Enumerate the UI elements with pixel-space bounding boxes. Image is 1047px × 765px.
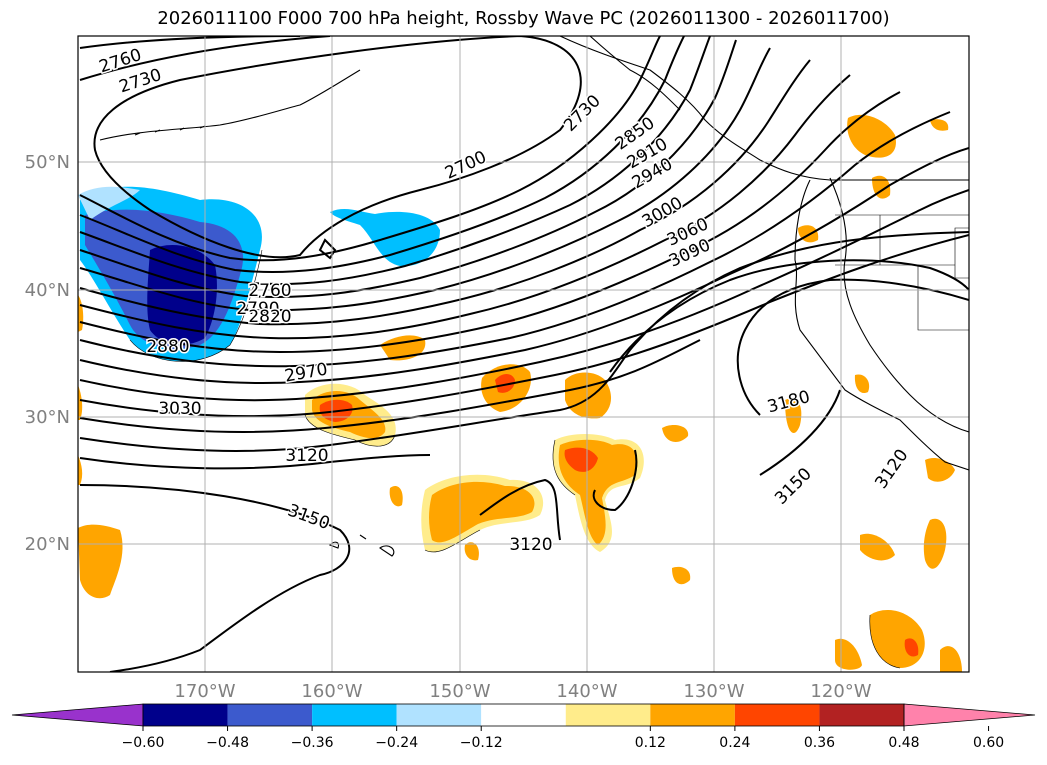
colorbar-cell (650, 704, 735, 726)
contour-label: 2790 (236, 299, 279, 319)
lon-label-140w: 140°W (556, 681, 617, 702)
contour-label: 2760 (248, 281, 291, 301)
colorbar-tick-label: −0.36 (291, 735, 334, 751)
colorbar-tick-label: −0.24 (375, 735, 418, 751)
colorbar-cell (734, 704, 820, 726)
map-title: 2026011100 F000 700 hPa height, Rossby W… (157, 8, 890, 29)
colorbar-tick-label: 0.24 (719, 735, 750, 751)
colorbar-tick-label: −0.60 (122, 735, 165, 751)
colorbar-min-extension (11, 703, 144, 727)
colorbar-tick-label: 0.36 (804, 735, 835, 751)
lat-label-30n: 30°N (25, 407, 70, 428)
colorbar-cell (481, 704, 566, 726)
colorbar-tick-label: −0.12 (460, 735, 503, 751)
contour-label: 3120 (509, 535, 552, 555)
contour-label: 3030 (158, 399, 201, 419)
map-frame (77, 35, 970, 673)
lon-label-150w: 150°W (429, 681, 490, 702)
contour-label: 2820 (248, 307, 291, 327)
lat-label-40n: 40°N (25, 280, 70, 301)
lon-label-160w: 160°W (301, 681, 362, 702)
colorbar-tick-label: 0.12 (635, 735, 666, 751)
colorbar-tick-label: 0.60 (973, 735, 1004, 751)
height-contours (79, 36, 969, 672)
colorbar-tick-label: 0.48 (888, 735, 919, 751)
positive-anomaly-shading (78, 114, 962, 672)
colorbar-cell (227, 704, 313, 726)
colorbar-cell (819, 704, 904, 726)
lon-label-170w: 170°W (174, 681, 235, 702)
graticule (78, 36, 969, 672)
contour-label: 3120 (285, 446, 328, 466)
colorbar-cell (396, 704, 482, 726)
contour-label: 2880 (146, 337, 189, 357)
colorbar: −0.60 −0.48 −0.36 −0.24 −0.12 0.12 0.24 0.36 0.4… (11, 703, 1036, 751)
colorbar-tick-label: −0.48 (206, 735, 249, 751)
lat-label-20n: 20°N (25, 534, 70, 555)
lat-label-50n: 50°N (25, 152, 70, 173)
lon-label-120w: 120°W (810, 681, 871, 702)
colorbar-frame (142, 703, 905, 727)
anomaly-outlines (129, 249, 901, 669)
map-background (78, 36, 969, 672)
lon-label-130w: 130°W (683, 681, 744, 702)
colorbar-cell (143, 704, 228, 726)
colorbar-cell (565, 704, 651, 726)
colorbar-cell (312, 704, 397, 726)
colorbar-max-extension (903, 703, 1036, 727)
coastline (99, 36, 969, 557)
